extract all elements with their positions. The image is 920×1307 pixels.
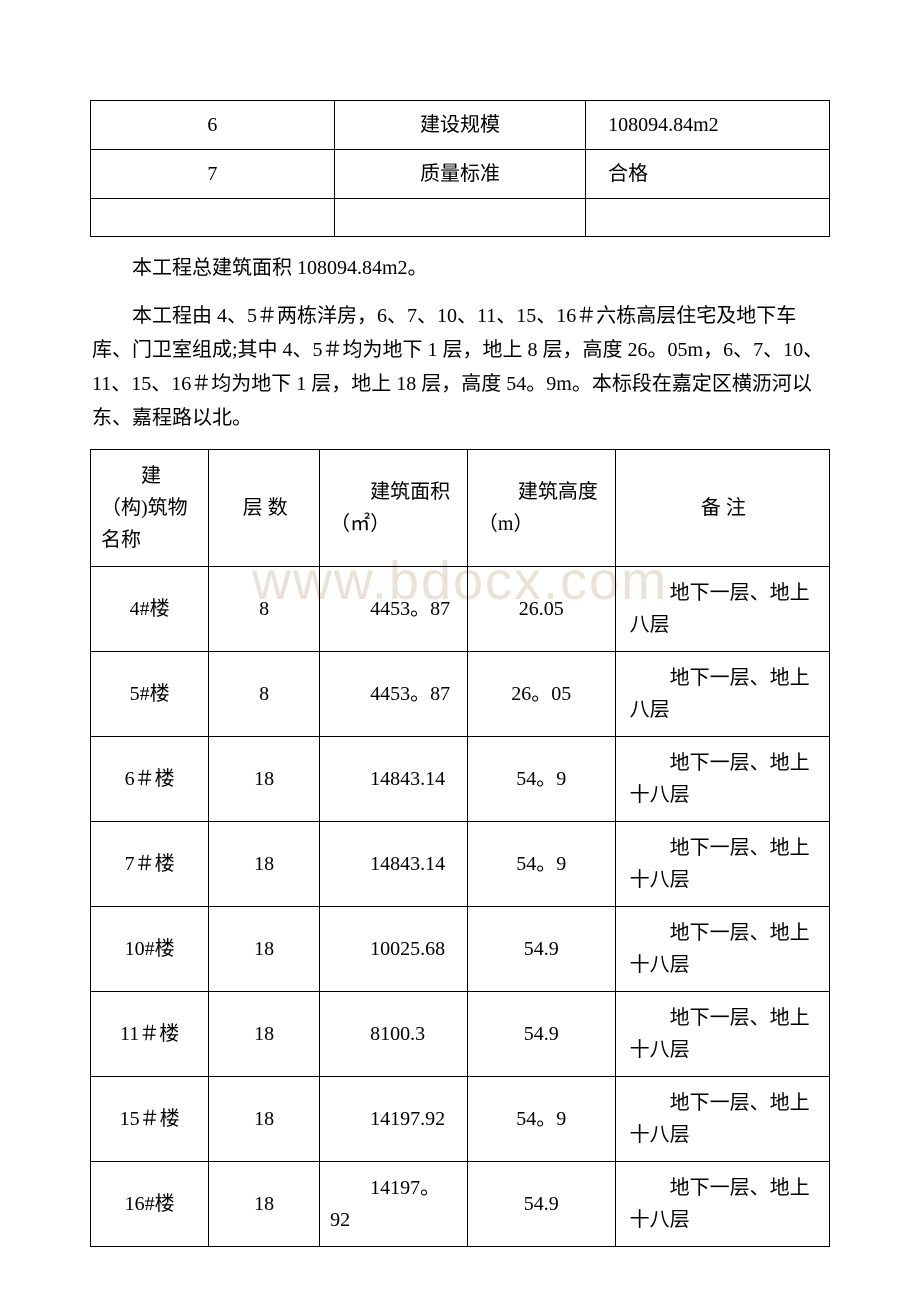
cell: 地下一层、地上八层 (615, 567, 829, 652)
cell (334, 199, 585, 237)
cell: 地下一层、地上十八层 (615, 992, 829, 1077)
cell: 54。9 (467, 737, 615, 822)
cell (586, 199, 830, 237)
cell: 54.9 (467, 992, 615, 1077)
col-header: 建（构)筑物名称 (91, 450, 209, 567)
table-row: 15＃楼 18 14197.92 54。9 地下一层、地上十八层 (91, 1077, 830, 1162)
cell: 54.9 (467, 907, 615, 992)
cell: 54。9 (467, 822, 615, 907)
cell: 16#楼 (91, 1162, 209, 1247)
cell: 4453。87 (320, 652, 468, 737)
cell: 5#楼 (91, 652, 209, 737)
col-header: 建筑面积（㎡） (320, 450, 468, 567)
table-row: 7＃楼 18 14843.14 54。9 地下一层、地上十八层 (91, 822, 830, 907)
cell: 4453。87 (320, 567, 468, 652)
col-header: 建筑高度（m） (467, 450, 615, 567)
cell: 18 (209, 907, 320, 992)
cell: 6 (91, 101, 335, 150)
building-table: 建（构)筑物名称 层 数 建筑面积（㎡） 建筑高度（m） 备 注 4#楼 8 4… (90, 449, 830, 1247)
cell: 地下一层、地上十八层 (615, 1077, 829, 1162)
cell: 8 (209, 567, 320, 652)
cell: 建设规模 (334, 101, 585, 150)
summary-table: 6 建设规模 108094.84m2 7 质量标准 合格 (90, 100, 830, 237)
cell: 15＃楼 (91, 1077, 209, 1162)
cell: 54.9 (467, 1162, 615, 1247)
cell: 26。05 (467, 652, 615, 737)
cell: 14843.14 (320, 822, 468, 907)
table-row: 4#楼 8 4453。87 26.05 地下一层、地上八层 (91, 567, 830, 652)
cell: 14197.92 (320, 1077, 468, 1162)
cell: 7 (91, 150, 335, 199)
cell: 7＃楼 (91, 822, 209, 907)
cell: 18 (209, 992, 320, 1077)
cell (91, 199, 335, 237)
table-row: 6＃楼 18 14843.14 54。9 地下一层、地上十八层 (91, 737, 830, 822)
table-row: 16#楼 18 14197。92 54.9 地下一层、地上十八层 (91, 1162, 830, 1247)
cell: 54。9 (467, 1077, 615, 1162)
paragraph: 本工程由 4、5＃两栋洋房，6、7、10、11、15、16＃六栋高层住宅及地下车… (90, 299, 830, 435)
paragraph: 本工程总建筑面积 108094.84m2。 (90, 251, 830, 285)
cell: 地下一层、地上八层 (615, 652, 829, 737)
table-row: 6 建设规模 108094.84m2 (91, 101, 830, 150)
table-header-row: 建（构)筑物名称 层 数 建筑面积（㎡） 建筑高度（m） 备 注 (91, 450, 830, 567)
cell: 6＃楼 (91, 737, 209, 822)
cell: 18 (209, 737, 320, 822)
cell: 地下一层、地上十八层 (615, 907, 829, 992)
cell: 质量标准 (334, 150, 585, 199)
cell: 14843.14 (320, 737, 468, 822)
table-row: 7 质量标准 合格 (91, 150, 830, 199)
cell: 4#楼 (91, 567, 209, 652)
table-row: 10#楼 18 10025.68 54.9 地下一层、地上十八层 (91, 907, 830, 992)
cell: 合格 (586, 150, 830, 199)
cell: 18 (209, 822, 320, 907)
cell: 10025.68 (320, 907, 468, 992)
cell: 11＃楼 (91, 992, 209, 1077)
table-row (91, 199, 830, 237)
cell: 18 (209, 1162, 320, 1247)
cell: 10#楼 (91, 907, 209, 992)
cell: 108094.84m2 (586, 101, 830, 150)
col-header: 备 注 (615, 450, 829, 567)
cell: 18 (209, 1077, 320, 1162)
cell: 8100.3 (320, 992, 468, 1077)
cell: 地下一层、地上十八层 (615, 737, 829, 822)
cell: 26.05 (467, 567, 615, 652)
cell: 地下一层、地上十八层 (615, 822, 829, 907)
table-row: 5#楼 8 4453。87 26。05 地下一层、地上八层 (91, 652, 830, 737)
cell: 8 (209, 652, 320, 737)
table-row: 11＃楼 18 8100.3 54.9 地下一层、地上十八层 (91, 992, 830, 1077)
cell: 地下一层、地上十八层 (615, 1162, 829, 1247)
col-header: 层 数 (209, 450, 320, 567)
cell: 14197。92 (320, 1162, 468, 1247)
